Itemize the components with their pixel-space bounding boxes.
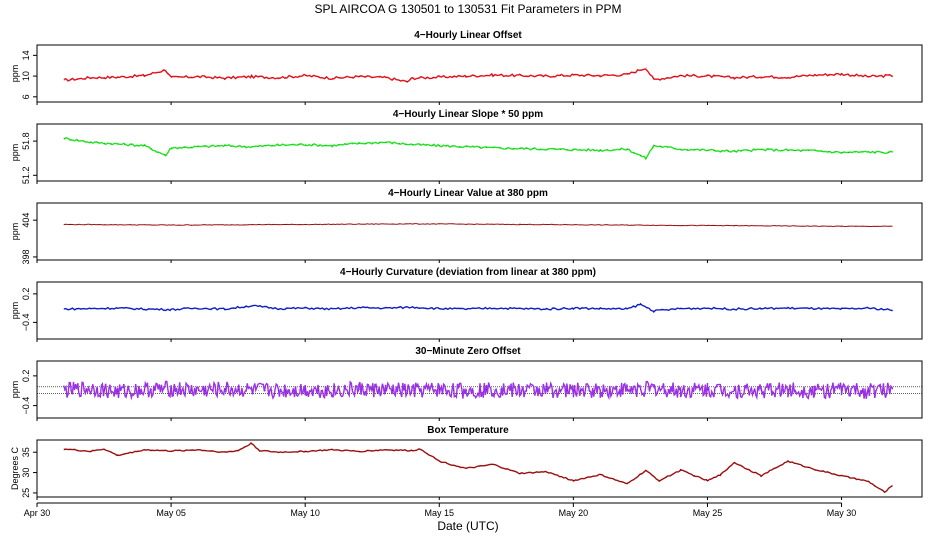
panel-frame: [36, 360, 923, 419]
y-axis-label: ppm: [10, 302, 20, 320]
panel-title: 30−Minute Zero Offset: [415, 346, 521, 357]
y-tick-label: 51.2: [21, 167, 31, 185]
panel-title: 4−Hourly Curvature (deviation from linea…: [340, 267, 596, 278]
series-line: [63, 380, 894, 401]
series-points: [63, 137, 890, 159]
x-tick-label: May 10: [290, 508, 320, 518]
panel-title: 4−Hourly Linear Value at 380 ppm: [388, 188, 548, 199]
x-tick-label: May 30: [827, 508, 857, 518]
y-tick-label: 398: [21, 249, 31, 264]
y-tick-label: −0.4: [21, 397, 31, 415]
series-line: [63, 302, 894, 313]
figure-title: SPL AIRCOA G 130501 to 130531 Fit Parame…: [314, 2, 621, 16]
y-tick-label: 30: [21, 468, 31, 478]
panel-frame: [36, 202, 923, 261]
series-line: [63, 223, 893, 228]
x-tick-label: May 15: [425, 508, 455, 518]
y-tick-label: 6: [21, 94, 31, 99]
series-points: [63, 303, 890, 312]
y-tick-label: 14: [21, 50, 31, 60]
y-tick-label: 25: [21, 488, 31, 498]
x-tick-label: May 05: [156, 508, 186, 518]
x-axis: Apr 30 May 05 May 10 May 15 May 20 May 25 May …: [24, 102, 857, 518]
panel-frame: [36, 123, 923, 182]
series-points: [63, 223, 890, 227]
y-axis-label: ppm: [10, 381, 20, 399]
panel-title: 4−Hourly Linear Slope * 50 ppm: [393, 109, 543, 120]
series-line: [63, 137, 894, 161]
series-line: [63, 441, 893, 494]
x-tick-label: Apr 30: [24, 508, 51, 518]
x-axis-label: Date (UTC): [437, 519, 498, 533]
y-tick-label: 51.8: [21, 132, 31, 150]
series-points: [63, 387, 890, 393]
y-tick-label: 0.2: [21, 370, 31, 383]
panel-frame: [36, 281, 923, 340]
panel-frame: [36, 439, 923, 498]
y-axis-label: ppm: [10, 65, 20, 83]
series-points: [63, 442, 892, 493]
panel-2: 4−Hourly Linear Slope * 50 ppm 51.2 51.8pp…: [10, 109, 923, 185]
y-axis-label: Degrees C: [10, 446, 20, 490]
x-tick-label: May 25: [693, 508, 723, 518]
y-tick-label: 10: [21, 71, 31, 81]
panel-title: Box Temperature: [427, 425, 509, 436]
series-line: [63, 68, 894, 83]
x-tick-label: May 20: [559, 508, 589, 518]
panel-title: 4−Hourly Linear Offset: [414, 30, 522, 41]
y-tick-label: 404: [21, 213, 31, 228]
panel-4: 4−Hourly Curvature (deviation from linea…: [10, 267, 923, 340]
series-points: [63, 67, 890, 83]
panel-3: 4−Hourly Linear Value at 380 ppm 398 404pp…: [10, 188, 923, 264]
y-axis-label: ppm: [10, 144, 20, 162]
y-axis-label: ppm: [10, 223, 20, 241]
panel-frame: [36, 44, 923, 103]
y-tick-label: −0.4: [21, 313, 31, 331]
y-tick-label: 35: [21, 447, 31, 457]
y-tick-label: 0.2: [21, 288, 31, 301]
